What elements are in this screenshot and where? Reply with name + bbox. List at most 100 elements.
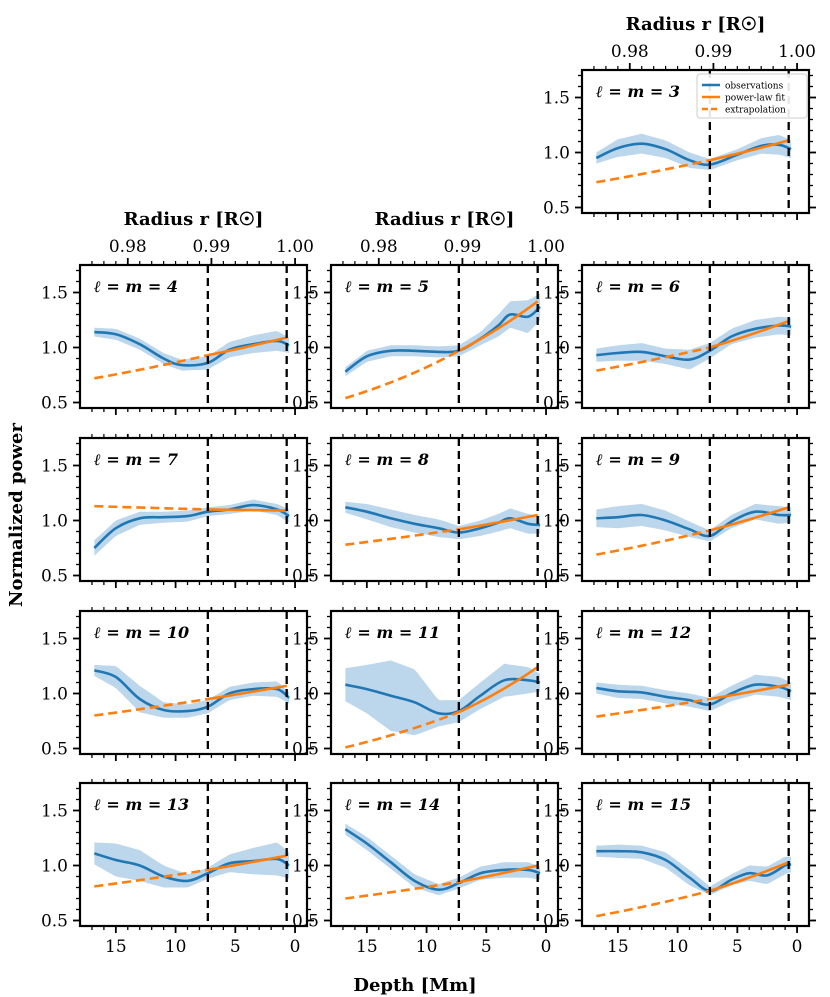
top-axis-title: Radius r [R☉] bbox=[626, 14, 766, 35]
extrapolation-line bbox=[94, 868, 209, 888]
y-tick-label: 1.0 bbox=[292, 339, 319, 359]
x-tick-label: 0 bbox=[541, 937, 552, 957]
power-law-fit-line bbox=[458, 300, 539, 352]
top-tick-label: 1.00 bbox=[527, 237, 565, 257]
obs-band bbox=[345, 501, 541, 540]
x-tick-label: 0 bbox=[290, 937, 301, 957]
top-axis-title: Radius r [R☉] bbox=[375, 209, 515, 230]
extrapolation-line bbox=[94, 697, 209, 717]
x-tick-label: 5 bbox=[481, 937, 492, 957]
observations-line bbox=[344, 828, 541, 892]
obs-band bbox=[94, 842, 290, 888]
y-tick-label: 0.5 bbox=[41, 912, 68, 932]
top-tick-label: 0.99 bbox=[192, 237, 230, 257]
power-law-fit-line bbox=[207, 508, 287, 512]
y-tick-label: 1.0 bbox=[543, 339, 570, 359]
panel-label: ℓ = m = 6 bbox=[595, 277, 680, 296]
panel-label: ℓ = m = 12 bbox=[595, 623, 691, 642]
y-tick-label: 0.5 bbox=[543, 740, 570, 760]
panel-l3: 0.5 1.0 1.5 0.98 0.99 1.00 Radius r [R☉] ℓ = m … bbox=[543, 14, 816, 220]
y-tick-label: 0.5 bbox=[543, 567, 570, 587]
obs-band bbox=[596, 316, 792, 370]
y-tick-label: 0.5 bbox=[543, 394, 570, 414]
y-tick-label: 1.5 bbox=[292, 284, 319, 304]
obs-band bbox=[94, 664, 290, 718]
power-law-fit-line bbox=[207, 684, 287, 701]
top-tick-label: 0.98 bbox=[109, 237, 147, 257]
obs-band bbox=[94, 327, 290, 371]
panel-l11: 0.5 1.0 1.5 ℓ = m = 11 bbox=[292, 607, 565, 761]
panel-label: ℓ = m = 5 bbox=[344, 277, 429, 296]
y-tick-label: 0.5 bbox=[292, 567, 319, 587]
x-axis-label: Depth [Mm] bbox=[353, 975, 476, 996]
x-tick-label: 0 bbox=[792, 937, 803, 957]
top-tick-label: 0.98 bbox=[360, 237, 398, 257]
x-tick-label: 10 bbox=[416, 937, 438, 957]
power-law-fit-line bbox=[207, 336, 287, 357]
power-law-fit-line bbox=[458, 666, 539, 714]
y-tick-label: 1.0 bbox=[543, 144, 570, 164]
x-tick-label: 5 bbox=[732, 937, 743, 957]
panel-l12: 0.5 1.0 1.5 ℓ = m = 12 bbox=[543, 607, 816, 761]
top-tick-label: 0.99 bbox=[443, 237, 481, 257]
power-law-fit-line bbox=[458, 864, 538, 884]
y-axis-label: Normalized power bbox=[6, 423, 27, 607]
panel-label: ℓ = m = 15 bbox=[595, 795, 691, 814]
extrapolation-line bbox=[345, 880, 460, 900]
extrapolation-line bbox=[596, 889, 711, 918]
panel-l8: 0.5 1.0 1.5 ℓ = m = 8 bbox=[292, 434, 565, 588]
extrapolation-line bbox=[94, 353, 209, 380]
y-tick-label: 1.5 bbox=[543, 630, 570, 650]
extrapolation-line bbox=[94, 504, 208, 511]
panel-l6: 0.5 1.0 1.5 ℓ = m = 6 bbox=[543, 261, 816, 415]
y-tick-label: 1.0 bbox=[41, 512, 68, 532]
power-law-fit-line bbox=[458, 513, 538, 531]
x-tick-label: 15 bbox=[105, 937, 127, 957]
x-tick-label: 15 bbox=[356, 937, 378, 957]
top-tick-label: 0.99 bbox=[694, 42, 732, 62]
x-tick-label: 10 bbox=[165, 937, 187, 957]
obs-band bbox=[345, 823, 541, 895]
y-tick-label: 0.5 bbox=[41, 740, 68, 760]
y-tick-label: 1.5 bbox=[41, 284, 68, 304]
y-tick-label: 1.5 bbox=[543, 89, 570, 109]
y-tick-label: 1.5 bbox=[543, 284, 570, 304]
y-tick-label: 0.5 bbox=[41, 567, 68, 587]
extrapolation-line bbox=[596, 158, 711, 184]
extrapolation-line bbox=[596, 346, 711, 372]
observations-line bbox=[596, 683, 792, 706]
panel-label: ℓ = m = 11 bbox=[344, 623, 440, 642]
legend-power-law-fit-label: power-law fit bbox=[725, 94, 785, 104]
y-tick-label: 1.0 bbox=[543, 512, 570, 532]
panel-label: ℓ = m = 13 bbox=[93, 795, 189, 814]
y-tick-label: 0.5 bbox=[292, 912, 319, 932]
y-tick-label: 0.5 bbox=[41, 394, 68, 414]
power-law-fit-line bbox=[709, 506, 790, 532]
panel-l13: 15 10 5 0 0.5 1.0 1.5 ℓ = m = 13 bbox=[41, 779, 314, 957]
y-tick-label: 0.5 bbox=[543, 199, 570, 219]
legend-observations-label: observations bbox=[725, 82, 784, 92]
y-tick-label: 0.5 bbox=[292, 394, 319, 414]
y-tick-label: 1.0 bbox=[292, 685, 319, 705]
observations-line bbox=[596, 324, 792, 362]
power-law-fit-line bbox=[207, 854, 287, 872]
y-tick-label: 1.5 bbox=[292, 630, 319, 650]
x-tick-label: 10 bbox=[667, 937, 689, 957]
y-tick-label: 1.5 bbox=[41, 457, 68, 477]
y-tick-label: 1.5 bbox=[543, 802, 570, 822]
top-tick-label: 0.98 bbox=[611, 42, 649, 62]
panel-l15: 15 10 5 0 0.5 1.0 1.5 ℓ = m = 15 bbox=[543, 779, 816, 957]
y-tick-label: 1.5 bbox=[41, 802, 68, 822]
y-tick-label: 1.0 bbox=[543, 857, 570, 877]
observations-line bbox=[345, 677, 541, 716]
power-law-fit-line bbox=[709, 319, 790, 349]
legend-extrapolation-label: extrapolation bbox=[725, 106, 786, 116]
panel-l4: 0.5 1.0 1.5 0.98 0.99 1.00 Radius r [R☉] ℓ = m … bbox=[41, 209, 314, 415]
panel-label: ℓ = m = 7 bbox=[93, 450, 178, 469]
panel-l14: 15 10 5 0 0.5 1.0 1.5 ℓ = m = 14 bbox=[292, 779, 565, 957]
y-tick-label: 1.0 bbox=[292, 512, 319, 532]
obs-band bbox=[596, 844, 792, 896]
y-tick-label: 1.0 bbox=[543, 685, 570, 705]
